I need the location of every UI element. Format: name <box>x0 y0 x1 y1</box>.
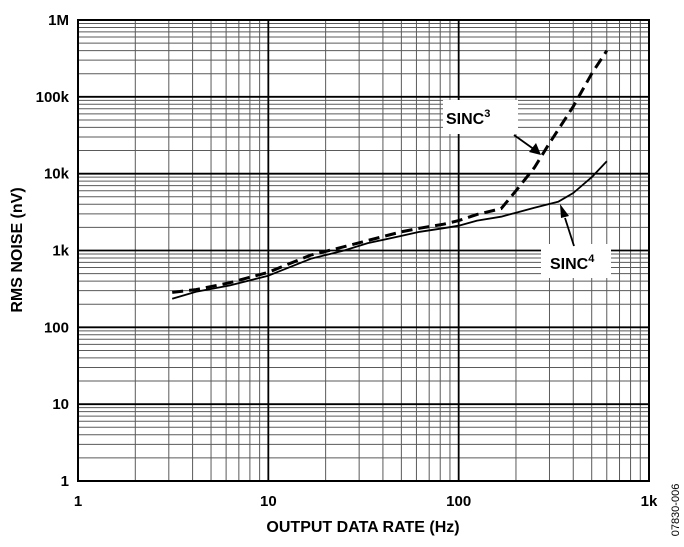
sinc4-arrowhead <box>560 204 569 218</box>
y-tick-label: 10 <box>52 396 69 413</box>
grid <box>77 19 650 482</box>
y-tick-label: 1 <box>61 473 69 490</box>
sinc4-label: SINC4 <box>550 253 595 273</box>
x-tick-label: 100 <box>446 493 471 510</box>
sinc3-arrowhead <box>529 143 541 155</box>
sinc4-leader <box>564 217 575 247</box>
series-line-sinc3 <box>172 49 609 294</box>
tick-labels: 1 10 100 1k 1 10 100 1k 10k 100k 1M <box>36 12 658 510</box>
x-tick-label: 10 <box>260 493 277 510</box>
series-line-sinc4 <box>171 160 608 300</box>
annotations: SINC3 SINC4 <box>443 100 611 278</box>
x-axis-title: OUTPUT DATA RATE (Hz) <box>266 519 459 536</box>
y-tick-label: 100k <box>36 89 70 106</box>
y-axis-title: RMS NOISE (nV) <box>9 187 26 312</box>
figure-code: 07830-006 <box>670 484 682 537</box>
y-tick-label: 1k <box>52 243 69 260</box>
y-tick-label: 10k <box>44 166 70 183</box>
sinc4-label-box <box>541 244 611 278</box>
sinc3-label-box <box>443 100 518 134</box>
x-tick-label: 1k <box>641 493 658 510</box>
x-tick-label: 1 <box>74 493 82 510</box>
series-layer <box>171 49 609 300</box>
sinc3-label: SINC3 <box>446 108 490 128</box>
sinc3-leader <box>513 134 536 151</box>
plot-frame <box>77 19 650 482</box>
y-tick-label: 100 <box>44 319 69 336</box>
y-tick-label: 1M <box>48 12 69 29</box>
